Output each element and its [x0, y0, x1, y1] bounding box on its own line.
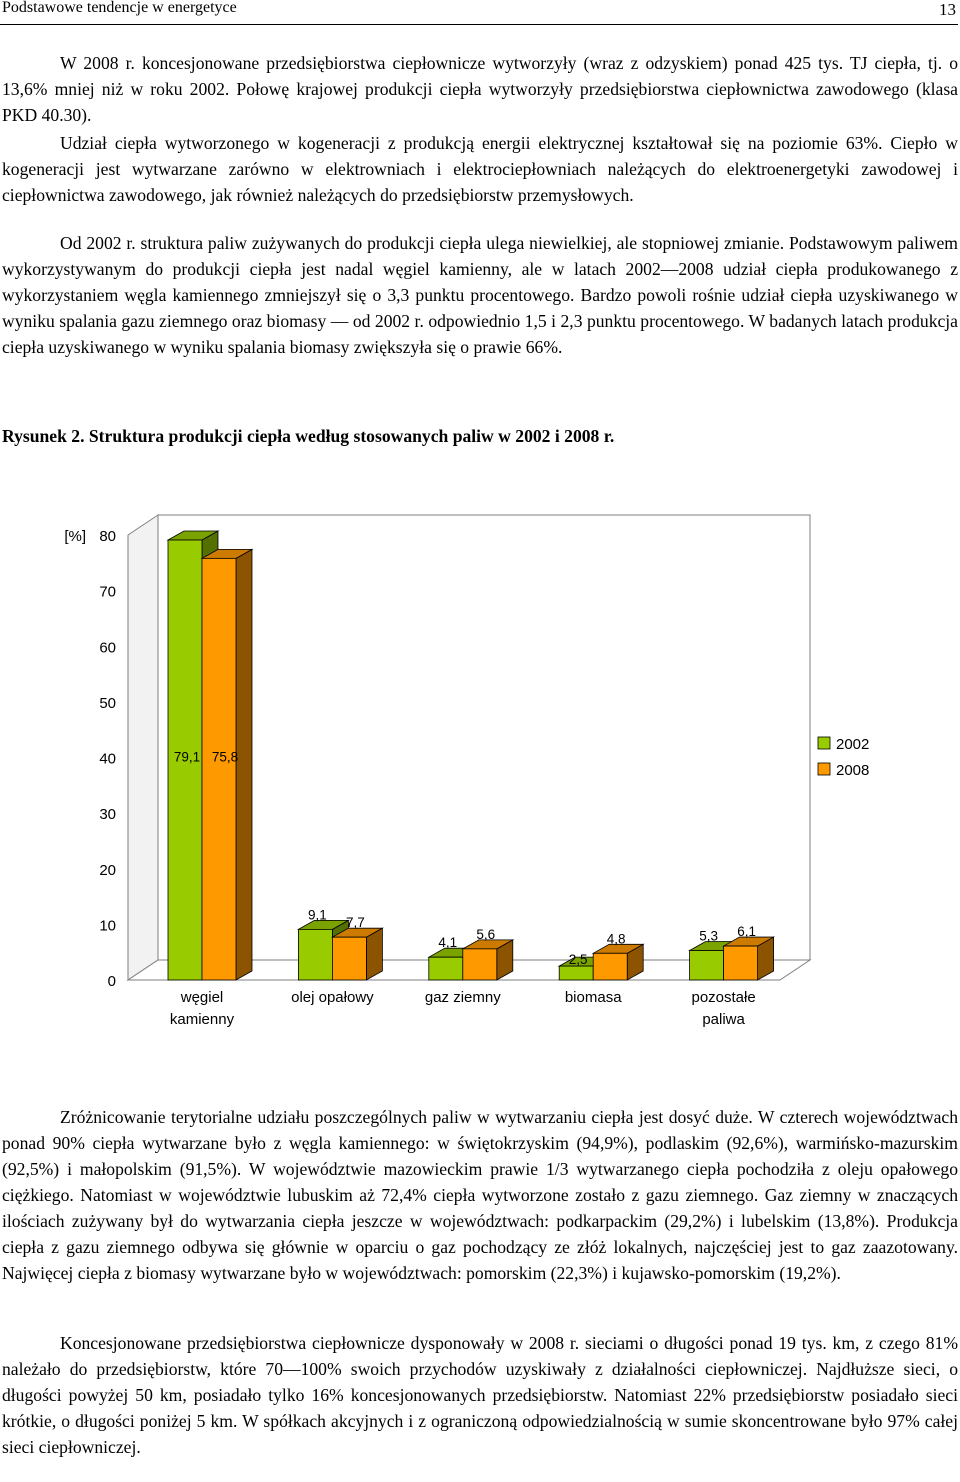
category-label: kamienny — [170, 1011, 235, 1028]
data-label: 5,6 — [476, 927, 495, 942]
paragraph-5: Koncesjonowane przedsiębiorstwa ciepłown… — [2, 1333, 958, 1457]
data-label: 2,5 — [569, 952, 588, 967]
legend-swatch-2002 — [817, 736, 831, 750]
bar-2002 — [167, 539, 203, 981]
data-label: 75,8 — [212, 750, 238, 765]
page-header: Podstawowe tendencje w energetyce 13 — [0, 0, 958, 25]
fuel-structure-chart: 0 10 20 30 40 50 60 70 80 [%] 79,1 75,8 węgiel kamien… — [64, 514, 869, 1028]
data-label: 4,1 — [438, 935, 457, 950]
y-tick-label: 30 — [99, 806, 116, 823]
bar-2008 — [723, 945, 758, 981]
category-label: biomasa — [565, 989, 622, 1006]
header-title: Podstawowe tendencje w energetyce — [2, 0, 237, 16]
y-tick-label: 10 — [99, 917, 116, 934]
category-label: olej opałowy — [291, 989, 374, 1006]
y-axis-label: [%] — [64, 528, 86, 545]
bar-2002 — [297, 928, 333, 981]
legend-label: 2002 — [836, 736, 869, 753]
bar-2008 — [331, 936, 367, 981]
bar-2008 — [592, 952, 628, 981]
data-label: 5,3 — [699, 929, 718, 944]
data-label: 6,1 — [737, 924, 756, 939]
paragraph-3: Od 2002 r. struktura paliw zużywanych do… — [2, 233, 958, 357]
y-tick-label: 50 — [99, 695, 116, 712]
y-tick-label: 0 — [108, 973, 116, 990]
y-tick-label: 60 — [99, 639, 116, 656]
bar-2002 — [428, 956, 464, 981]
legend-label: 2008 — [836, 762, 869, 779]
chart-side-wall — [127, 514, 159, 981]
bar-2002 — [689, 950, 724, 981]
data-label: 4,8 — [607, 931, 626, 946]
page-number: 13 — [939, 0, 956, 19]
y-tick-label: 20 — [99, 862, 116, 879]
data-label: 7,7 — [346, 915, 365, 930]
y-tick-label: 80 — [99, 528, 116, 545]
y-tick-label: 40 — [99, 751, 116, 768]
data-label: 9,1 — [308, 907, 327, 922]
paragraph-1: W 2008 r. koncesjonowane przedsiębiorstw… — [2, 53, 958, 125]
bar-2008 — [201, 557, 237, 981]
figure-caption: Rysunek 2. Struktura produkcji ciepła we… — [2, 426, 615, 446]
category-label: pozostałe — [691, 989, 755, 1006]
y-tick-label: 70 — [99, 584, 116, 601]
paragraph-4: Zróżnicowanie terytorialne udziału poszc… — [2, 1107, 958, 1283]
category-label: gaz ziemny — [425, 989, 501, 1006]
chart-back-wall — [157, 514, 811, 961]
bar-2008 — [462, 948, 498, 981]
category-label: paliwa — [702, 1011, 745, 1028]
bar-2002 — [558, 965, 594, 981]
legend-swatch-2008 — [817, 762, 831, 776]
category-label: węgiel — [180, 989, 224, 1006]
paragraph-2: Udział ciepła wytworzonego w kogeneracji… — [2, 133, 958, 205]
data-label: 79,1 — [174, 750, 200, 765]
bar-side — [235, 548, 253, 981]
